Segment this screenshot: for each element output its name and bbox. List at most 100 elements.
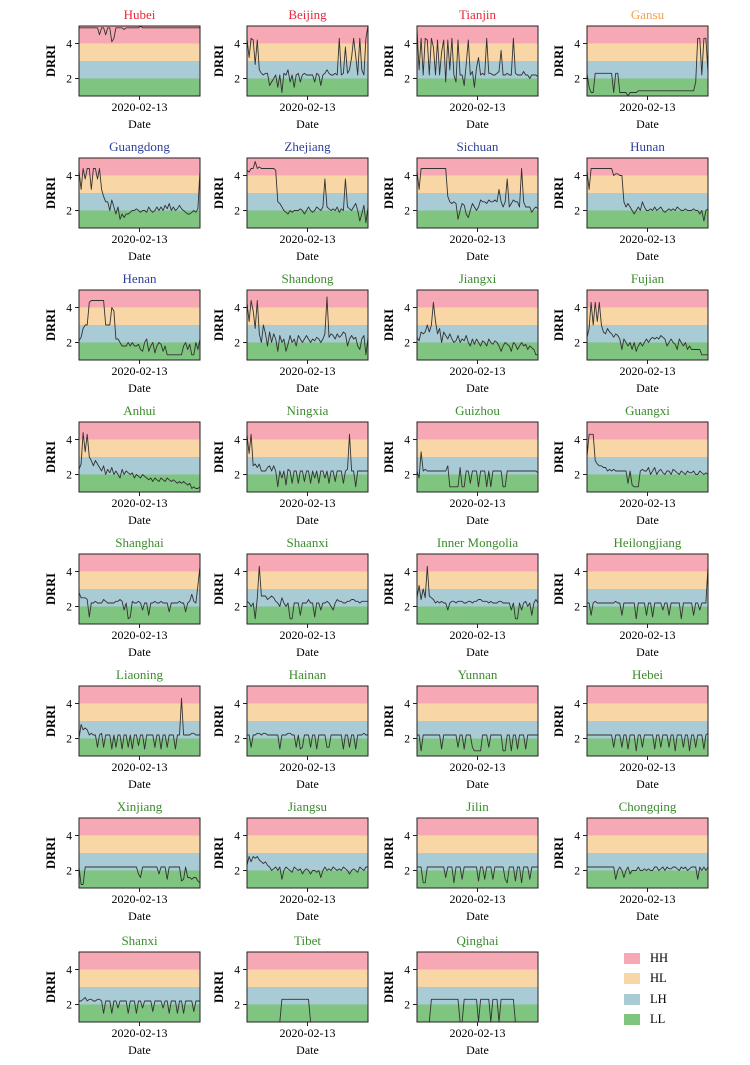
legend-swatch xyxy=(624,993,640,1005)
band-ll xyxy=(587,606,708,624)
series-line xyxy=(246,161,369,224)
x-tick-label: 2020-02-13 xyxy=(620,100,676,114)
y-tick-label: 2 xyxy=(66,74,72,86)
panel-liaoning: Liaoning 2 4 DRRI 2020-02-13 Date xyxy=(44,667,201,791)
panel-title: Inner Mongolia xyxy=(437,535,518,550)
x-axis-label: Date xyxy=(296,777,319,791)
panel-gansu: Gansu 2 4 DRRI 2020-02-13 Date xyxy=(552,7,709,131)
band-hh xyxy=(587,422,708,440)
band-hl xyxy=(417,969,538,987)
band-hh xyxy=(247,952,368,970)
band-lh xyxy=(417,721,538,739)
y-tick-label: 2 xyxy=(404,866,410,878)
band-hh xyxy=(247,554,368,572)
band-lh xyxy=(247,325,368,343)
y-tick-label: 4 xyxy=(234,39,240,51)
band-lh xyxy=(79,721,200,739)
series-line xyxy=(416,168,539,220)
band-lh xyxy=(79,987,200,1005)
band-ll xyxy=(79,78,200,96)
panel-title: Jilin xyxy=(466,799,489,814)
x-axis-label: Date xyxy=(296,117,319,131)
series-line xyxy=(78,697,200,750)
x-axis-label: Date xyxy=(296,249,319,263)
band-hl xyxy=(79,307,200,325)
band-ll xyxy=(587,474,708,492)
x-tick-label: 2020-02-13 xyxy=(112,100,168,114)
band-hh xyxy=(79,554,200,572)
panel-title: Tibet xyxy=(294,933,321,948)
panel-title: Qinghai xyxy=(457,933,499,948)
y-tick-label: 2 xyxy=(574,206,580,218)
y-axis-label: DRRI xyxy=(212,971,226,1003)
x-tick-label: 2020-02-13 xyxy=(280,100,336,114)
legend-swatch xyxy=(624,1014,640,1026)
series-line xyxy=(417,734,538,752)
band-lh xyxy=(247,457,368,475)
x-tick-label: 2020-02-13 xyxy=(450,892,506,906)
x-axis-label: Date xyxy=(636,645,659,659)
panel-shandong: Shandong 2 4 DRRI 2020-02-13 Date xyxy=(212,271,369,395)
y-axis-label: DRRI xyxy=(44,441,58,473)
band-lh xyxy=(247,721,368,739)
y-axis-label: DRRI xyxy=(382,705,396,737)
y-tick-label: 4 xyxy=(404,965,410,977)
y-tick-label: 2 xyxy=(574,74,580,86)
x-tick-label: 2020-02-13 xyxy=(450,364,506,378)
y-tick-label: 2 xyxy=(574,338,580,350)
x-tick-label: 2020-02-13 xyxy=(112,232,168,246)
x-tick-label: 2020-02-13 xyxy=(112,496,168,510)
band-ll xyxy=(417,342,538,360)
band-hh xyxy=(587,158,708,176)
y-tick-label: 4 xyxy=(66,699,72,711)
x-tick-label: 2020-02-13 xyxy=(620,364,676,378)
panel-yunnan: Yunnan 2 4 DRRI 2020-02-13 Date xyxy=(382,667,539,791)
band-hl xyxy=(417,703,538,721)
x-axis-label: Date xyxy=(466,777,489,791)
band-ll xyxy=(587,210,708,228)
x-tick-label: 2020-02-13 xyxy=(280,496,336,510)
band-hh xyxy=(587,818,708,836)
y-tick-label: 4 xyxy=(66,303,72,315)
series-line xyxy=(586,37,709,97)
y-tick-label: 4 xyxy=(574,39,580,51)
panel-title: Zhejiang xyxy=(284,139,331,154)
series-line xyxy=(78,432,201,489)
y-tick-label: 4 xyxy=(574,303,580,315)
panel-title: Beijing xyxy=(288,7,327,22)
y-tick-label: 2 xyxy=(234,602,240,614)
x-axis-label: Date xyxy=(636,249,659,263)
y-tick-label: 4 xyxy=(234,171,240,183)
series-line xyxy=(416,29,539,88)
panel-title: Shaanxi xyxy=(287,535,329,550)
y-axis-label: DRRI xyxy=(382,309,396,341)
band-ll xyxy=(79,342,200,360)
band-lh xyxy=(247,853,368,871)
band-ll xyxy=(417,474,538,492)
panel-title: Guangxi xyxy=(625,403,670,418)
x-tick-label: 2020-02-13 xyxy=(450,496,506,510)
legend-label: LL xyxy=(650,1012,666,1027)
panel-heilongjiang: Heilongjiang 2 4 DRRI 2020-02-13 Date xyxy=(552,535,709,659)
y-tick-label: 2 xyxy=(66,866,72,878)
y-tick-label: 2 xyxy=(574,470,580,482)
band-ll xyxy=(79,1004,200,1022)
series-line xyxy=(416,565,539,620)
band-lh xyxy=(79,193,200,211)
x-tick-label: 2020-02-13 xyxy=(280,232,336,246)
y-axis-label: DRRI xyxy=(44,705,58,737)
y-axis-label: DRRI xyxy=(382,45,396,77)
band-hh xyxy=(79,818,200,836)
y-tick-label: 2 xyxy=(404,734,410,746)
panel-title: Ningxia xyxy=(287,403,329,418)
y-tick-label: 2 xyxy=(234,74,240,86)
band-ll xyxy=(417,870,538,888)
y-tick-label: 4 xyxy=(404,171,410,183)
y-tick-label: 4 xyxy=(66,567,72,579)
y-axis-label: DRRI xyxy=(212,573,226,605)
panel-title: Hunan xyxy=(630,139,665,154)
x-axis-label: Date xyxy=(466,909,489,923)
band-ll xyxy=(79,210,200,228)
band-ll xyxy=(247,210,368,228)
band-hh xyxy=(587,686,708,704)
